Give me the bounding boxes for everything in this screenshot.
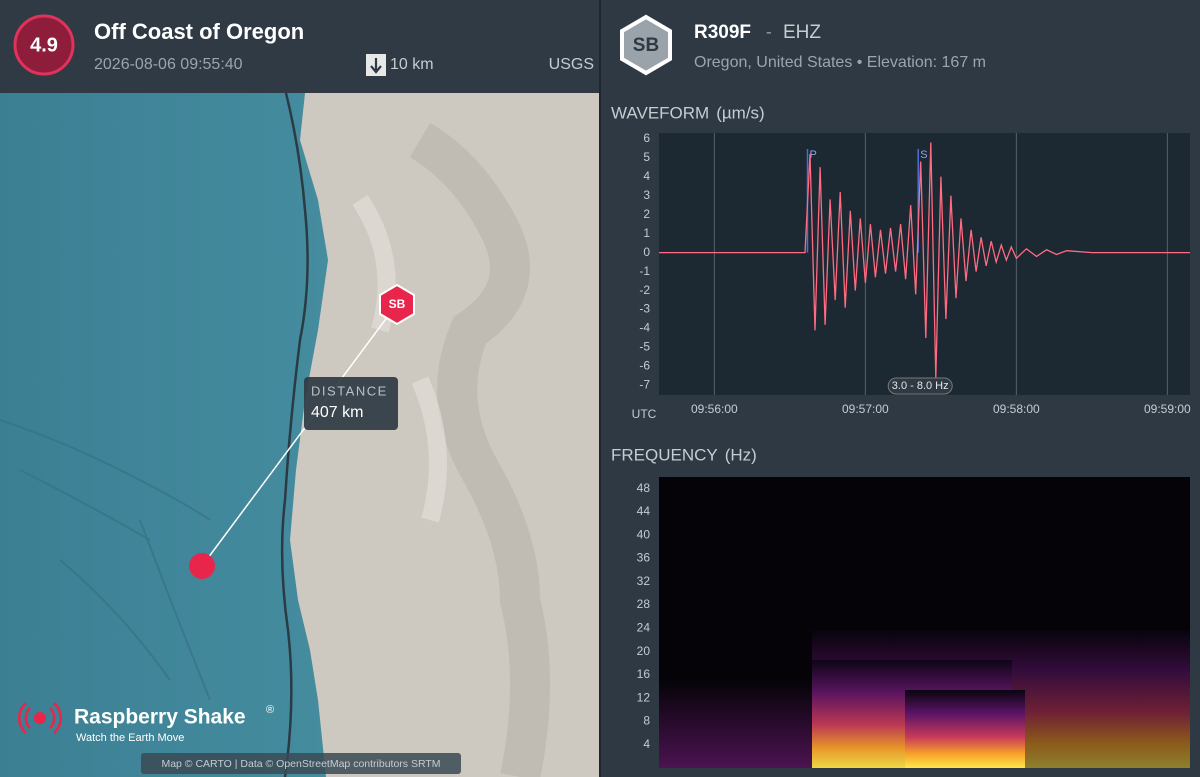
phase-label: S xyxy=(920,149,927,161)
distance-label: DISTANCE xyxy=(311,383,388,398)
y-tick-label: 3 xyxy=(643,188,650,202)
seafloor xyxy=(0,419,211,701)
phase-label: P xyxy=(809,149,816,161)
y-tick-label: 44 xyxy=(637,504,651,518)
spectrogram-noise xyxy=(659,680,812,768)
event-title: Off Coast of Oregon xyxy=(94,19,304,44)
depth-arrow xyxy=(370,58,382,74)
y-tick-label: -6 xyxy=(639,359,650,373)
station-location: Oregon, United States • Elevation: 167 m xyxy=(694,54,986,71)
x-axis-label: UTC xyxy=(632,407,657,421)
y-tick-label: -1 xyxy=(639,264,650,278)
x-tick-label: 09:57:00 xyxy=(842,402,889,416)
mountains xyxy=(409,122,550,777)
y-tick-label: 28 xyxy=(637,597,651,611)
station-badge xyxy=(620,14,672,76)
station-separator: - xyxy=(766,22,772,41)
event-depth: 10 km xyxy=(390,56,434,73)
y-tick-label: 4 xyxy=(643,169,650,183)
y-tick-label: -4 xyxy=(639,321,650,335)
y-tick-label: 2 xyxy=(643,207,650,221)
spectrogram-energy-s xyxy=(905,690,1025,768)
y-tick-label: -2 xyxy=(639,283,650,297)
brand: Raspberry Shake xyxy=(74,706,246,729)
magnitude-badge xyxy=(13,14,75,76)
y-tick-label: 8 xyxy=(643,714,650,728)
distance-line xyxy=(201,303,398,567)
station-channel: EHZ xyxy=(783,22,821,43)
chart-unit: (Hz) xyxy=(725,445,757,464)
station-badge-label: SB xyxy=(633,35,659,56)
tagline: Watch the Earth Move xyxy=(76,732,184,744)
plot-bg xyxy=(659,133,1190,395)
x-tick-label: 09:58:00 xyxy=(993,402,1040,416)
chart-unit: (µm/s) xyxy=(716,103,765,122)
distance-value: 407 km xyxy=(311,404,363,421)
trench xyxy=(280,92,309,777)
y-tick-label: -7 xyxy=(639,378,650,392)
logo: Raspberry Shake ® Watch the Earth Move xyxy=(17,702,274,744)
chart-title: WAVEFORM xyxy=(611,103,709,122)
y-tick-label: 12 xyxy=(637,690,651,704)
distance-box xyxy=(304,377,398,430)
y-tick-label: 4 xyxy=(643,737,650,751)
y-tick-label: 20 xyxy=(637,644,651,658)
station-marker-label: SB xyxy=(389,297,406,311)
y-tick-label: 36 xyxy=(637,551,651,565)
waveform xyxy=(659,142,1190,378)
y-tick-label: 6 xyxy=(643,131,650,145)
chart-title: FREQUENCY xyxy=(611,445,718,464)
station-marker[interactable] xyxy=(379,283,415,326)
attribution: Map © CARTO | Data © OpenStreetMap contr… xyxy=(161,758,440,770)
annotation: 3.0 - 8.0 Hz xyxy=(892,380,949,392)
y-tick-label: 16 xyxy=(637,667,651,681)
event-source: USGS xyxy=(549,56,594,73)
logo-dot xyxy=(34,712,46,724)
spectrogram xyxy=(659,477,1190,768)
logo-waves xyxy=(17,702,63,734)
x-tick-label: 09:56:00 xyxy=(691,402,738,416)
y-tick-label: -5 xyxy=(639,340,650,354)
y-tick-label: 5 xyxy=(643,150,650,164)
map: SB DISTANCE 407 km Raspberry Shake ® Wat… xyxy=(0,92,600,777)
magnitude: 4.9 xyxy=(30,34,58,56)
station-code: R309F xyxy=(694,22,751,43)
brand-mark: ® xyxy=(266,704,274,716)
y-tick-label: 32 xyxy=(637,574,651,588)
epicenter[interactable] xyxy=(189,553,215,579)
attribution-box xyxy=(141,753,461,774)
y-tick-label: 48 xyxy=(637,481,651,495)
y-tick-label: 1 xyxy=(643,226,650,240)
annotation-box xyxy=(887,377,953,395)
event-time: 2026-08-06 09:55:40 xyxy=(94,56,243,73)
event-header xyxy=(0,0,600,93)
y-tick-label: 0 xyxy=(643,245,650,259)
y-tick-label: 24 xyxy=(637,620,651,634)
x-tick-label: 09:59:00 xyxy=(1144,402,1191,416)
y-tick-label: -3 xyxy=(639,302,650,316)
y-tick-label: 40 xyxy=(637,527,651,541)
